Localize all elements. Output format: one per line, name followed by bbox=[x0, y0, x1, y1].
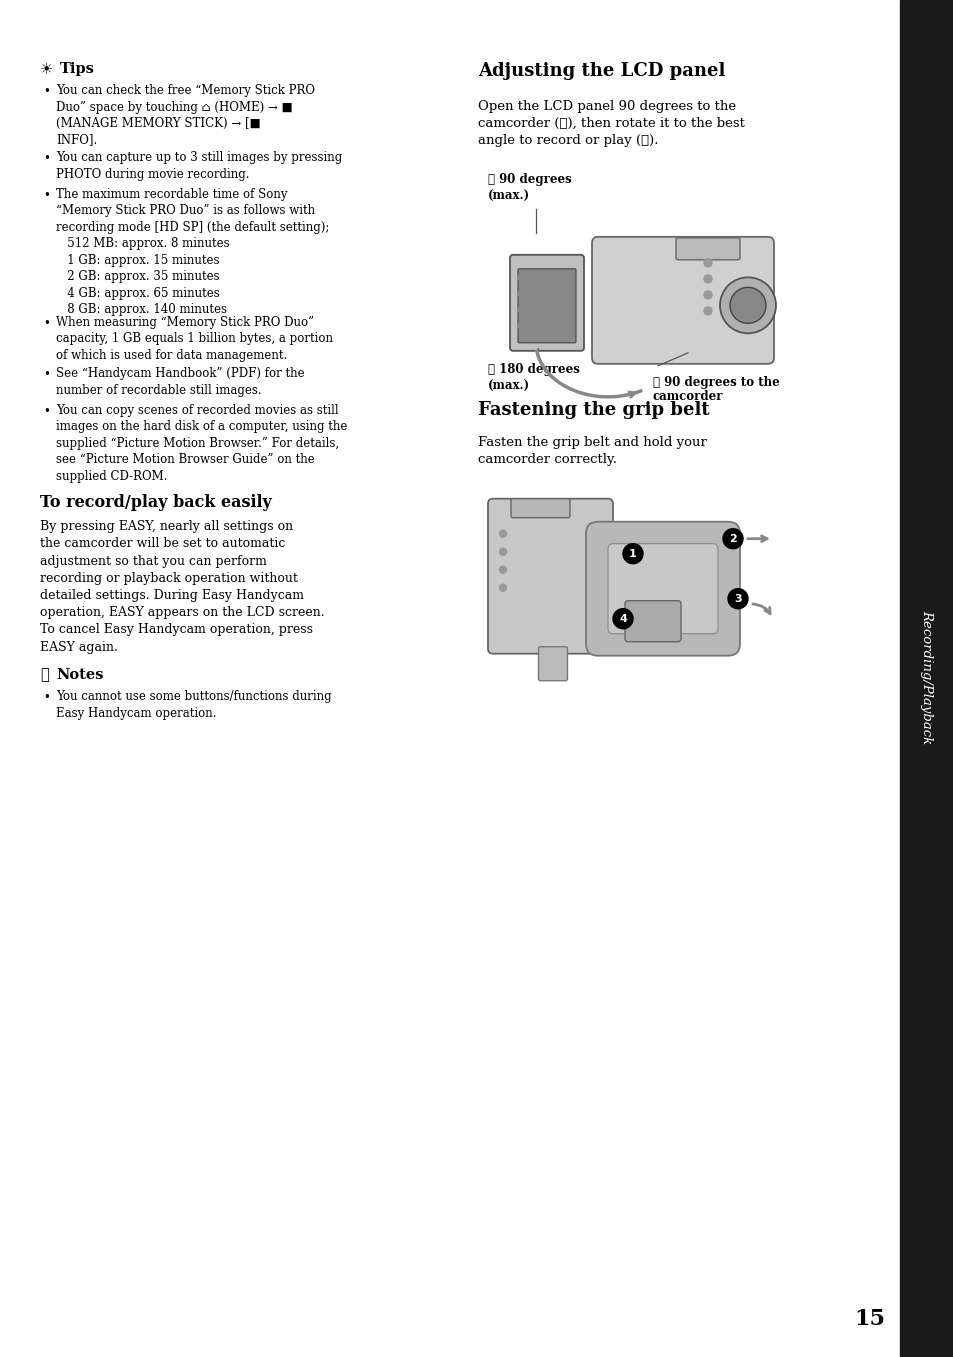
Text: ① 90 degrees to the: ① 90 degrees to the bbox=[652, 376, 779, 389]
Text: Adjusting the LCD panel: Adjusting the LCD panel bbox=[477, 62, 724, 80]
Text: camcorder: camcorder bbox=[652, 389, 722, 403]
Circle shape bbox=[499, 585, 506, 592]
Text: You can copy scenes of recorded movies as still
images on the hard disk of a com: You can copy scenes of recorded movies a… bbox=[56, 404, 347, 483]
FancyBboxPatch shape bbox=[607, 544, 718, 634]
Text: •: • bbox=[43, 691, 50, 704]
Text: •: • bbox=[43, 404, 50, 418]
Text: To record/play back easily: To record/play back easily bbox=[40, 494, 272, 512]
FancyBboxPatch shape bbox=[624, 601, 680, 642]
FancyBboxPatch shape bbox=[488, 499, 613, 654]
Text: •: • bbox=[43, 189, 50, 202]
FancyBboxPatch shape bbox=[585, 521, 740, 655]
Text: Tips: Tips bbox=[60, 62, 94, 76]
Circle shape bbox=[613, 609, 633, 628]
Circle shape bbox=[722, 529, 742, 548]
Text: Notes: Notes bbox=[56, 668, 103, 683]
FancyBboxPatch shape bbox=[537, 647, 567, 681]
Circle shape bbox=[499, 531, 506, 537]
Text: 3: 3 bbox=[734, 594, 741, 604]
Text: Open the LCD panel 90 degrees to the
camcorder (①), then rotate it to the best
a: Open the LCD panel 90 degrees to the cam… bbox=[477, 100, 744, 148]
Circle shape bbox=[703, 307, 711, 315]
Text: •: • bbox=[43, 85, 50, 98]
Circle shape bbox=[703, 275, 711, 282]
Circle shape bbox=[517, 275, 523, 281]
Text: The maximum recordable time of Sony
“Memory Stick PRO Duo” is as follows with
re: The maximum recordable time of Sony “Mem… bbox=[56, 187, 329, 316]
FancyBboxPatch shape bbox=[511, 499, 569, 518]
Text: You can capture up to 3 still images by pressing
PHOTO during movie recording.: You can capture up to 3 still images by … bbox=[56, 151, 342, 180]
Text: 15: 15 bbox=[853, 1308, 884, 1330]
Circle shape bbox=[729, 288, 765, 323]
FancyBboxPatch shape bbox=[510, 255, 583, 351]
Text: When measuring “Memory Stick PRO Duo”
capacity, 1 GB equals 1 billion bytes, a p: When measuring “Memory Stick PRO Duo” ca… bbox=[56, 316, 333, 362]
Text: Fastening the grip belt: Fastening the grip belt bbox=[477, 400, 709, 419]
FancyBboxPatch shape bbox=[676, 237, 740, 259]
FancyBboxPatch shape bbox=[517, 269, 576, 343]
Circle shape bbox=[727, 589, 747, 609]
Text: You cannot use some buttons/functions during
Easy Handycam operation.: You cannot use some buttons/functions du… bbox=[56, 691, 332, 719]
Circle shape bbox=[499, 548, 506, 555]
Circle shape bbox=[720, 277, 775, 334]
Circle shape bbox=[499, 566, 506, 573]
Circle shape bbox=[703, 259, 711, 267]
Text: Recording/Playback: Recording/Playback bbox=[920, 609, 933, 744]
Text: 1: 1 bbox=[628, 548, 637, 559]
Text: ② 180 degrees
(max.): ② 180 degrees (max.) bbox=[488, 362, 579, 392]
Text: 2: 2 bbox=[728, 533, 736, 544]
Text: You can check the free “Memory Stick PRO
Duo” space by touching ⌂ (HOME) → ■
(MA: You can check the free “Memory Stick PRO… bbox=[56, 84, 314, 147]
Circle shape bbox=[517, 307, 523, 313]
Circle shape bbox=[703, 290, 711, 299]
Text: ② 90 degrees
(max.): ② 90 degrees (max.) bbox=[488, 172, 571, 202]
Text: By pressing EASY, nearly all settings on
the camcorder will be set to automatic
: By pressing EASY, nearly all settings on… bbox=[40, 520, 324, 654]
Text: ☀: ☀ bbox=[40, 62, 53, 76]
Text: See “Handycam Handbook” (PDF) for the
number of recordable still images.: See “Handycam Handbook” (PDF) for the nu… bbox=[56, 368, 304, 398]
FancyBboxPatch shape bbox=[592, 237, 773, 364]
Text: •: • bbox=[43, 316, 50, 330]
Text: Fasten the grip belt and hold your
camcorder correctly.: Fasten the grip belt and hold your camco… bbox=[477, 436, 706, 465]
Text: •: • bbox=[43, 152, 50, 166]
Text: •: • bbox=[43, 369, 50, 381]
Circle shape bbox=[622, 544, 642, 563]
Text: ⚠: ⚠ bbox=[40, 668, 49, 683]
Bar bbox=[899, 0, 953, 1357]
Circle shape bbox=[517, 290, 523, 297]
Text: 4: 4 bbox=[618, 613, 626, 624]
Circle shape bbox=[517, 323, 523, 328]
